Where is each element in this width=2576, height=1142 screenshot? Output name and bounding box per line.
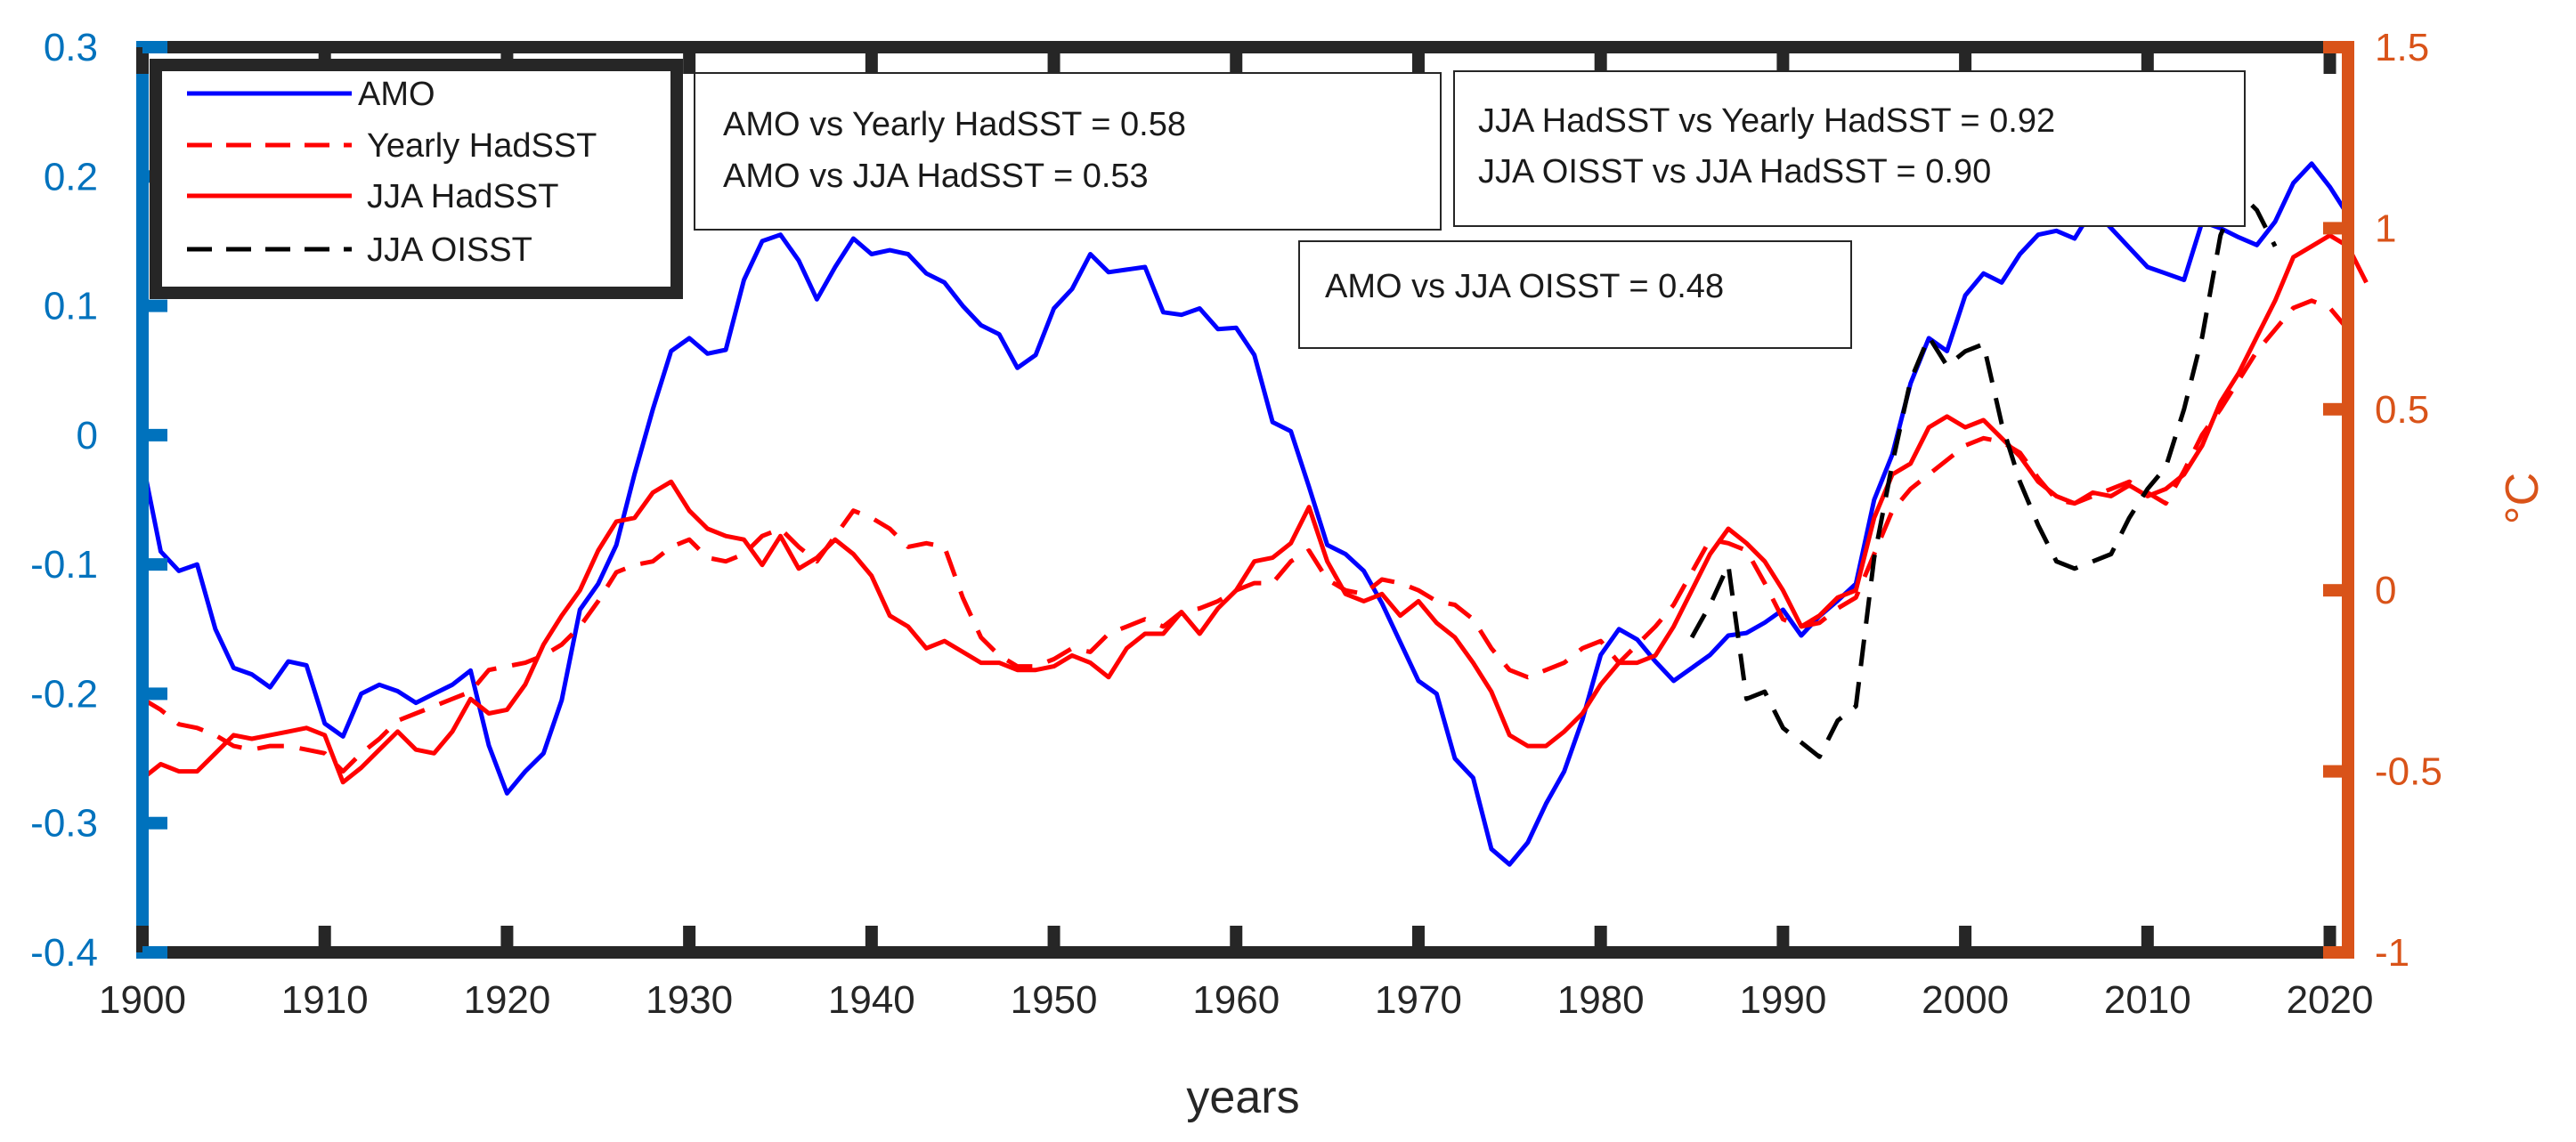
x-tick-label: 1960 (1192, 978, 1280, 1022)
x-tick-mark-top (2141, 47, 2154, 74)
right-y-tick-label: 1.5 (2375, 26, 2429, 69)
x-tick-mark (1776, 926, 1790, 952)
left-y-tick-mark (142, 41, 167, 53)
right-y-tick-mark (2323, 402, 2348, 416)
left-y-tick-label: -0.1 (30, 543, 98, 587)
right-y-tick-mark (2323, 222, 2348, 235)
annotation-amo-vs-jja-oisst: AMO vs JJA OISST = 0.48 (1325, 268, 1724, 305)
x-tick-mark-top (683, 47, 696, 74)
x-tick-mark (136, 926, 149, 952)
left-y-tick-mark (142, 558, 167, 571)
x-tick-label: 2020 (2287, 978, 2374, 1022)
annotations: AMO vs Yearly HadSST = 0.58 AMO vs JJA H… (694, 70, 2246, 349)
annotation-box-amo-had (694, 72, 1442, 231)
left-y-tick-mark (142, 299, 167, 312)
x-tick-mark-top (1959, 47, 1972, 74)
left-y-tick-mark (142, 428, 167, 441)
x-tick-label: 1940 (828, 978, 915, 1022)
x-tick-label: 2010 (2104, 978, 2191, 1022)
top-axis-bar (142, 41, 2348, 53)
right-axis-title: °C (2497, 473, 2548, 524)
left-y-tick-mark (142, 946, 167, 959)
annotation-box-amo-oi (1298, 240, 1852, 349)
right-y-tick-label: -0.5 (2375, 750, 2442, 794)
left-y-tick-mark (142, 816, 167, 830)
legend-label-jja-hadsst: JJA HadSST (367, 178, 558, 215)
x-tick-mark (1047, 926, 1060, 952)
x-tick-label: 1980 (1557, 978, 1645, 1022)
left-y-tick-label: 0.3 (44, 26, 98, 69)
bottom-axis-bar (142, 946, 2348, 959)
x-tick-mark-top (1594, 47, 1607, 74)
annotation-jja-oisst-vs-jja-hadsst: JJA OISST vs JJA HadSST = 0.90 (1478, 153, 1991, 190)
x-tick-mark (2323, 926, 2336, 952)
x-tick-mark-top (1047, 47, 1060, 74)
left-axis-bar (136, 41, 149, 959)
annotation-amo-vs-jja-hadsst: AMO vs JJA HadSST = 0.53 (723, 158, 1149, 195)
x-tick-mark-top (1411, 47, 1425, 74)
right-y-tick-label: -1 (2375, 931, 2409, 975)
x-tick-mark (1411, 926, 1425, 952)
x-tick-label: 1950 (1011, 978, 1098, 1022)
x-tick-label: 1920 (463, 978, 550, 1022)
right-y-tick-mark (2323, 946, 2348, 959)
legend-box (150, 59, 683, 299)
right-y-tick-mark (2323, 584, 2348, 597)
right-y-tick-mark (2323, 765, 2348, 778)
left-y-tick-label: 0.2 (44, 155, 98, 198)
left-y-tick-label: -0.4 (30, 931, 98, 975)
series-line-amo (140, 161, 2351, 867)
x-tick-mark-top (136, 47, 149, 74)
right-axis-bar (2342, 41, 2354, 959)
x-tick-mark-top (865, 47, 878, 74)
x-tick-mark (318, 926, 331, 952)
series-layer (140, 161, 2369, 867)
right-y-tick-label: 1 (2375, 207, 2396, 250)
left-y-tick-label: -0.2 (30, 672, 98, 716)
legend-label-amo: AMO (358, 76, 435, 113)
x-tick-mark (1230, 926, 1243, 952)
right-y-tick-mark (2323, 41, 2348, 53)
series-line-jja-hadsst (141, 233, 2369, 785)
x-tick-mark-top (2323, 47, 2336, 74)
x-tick-mark (2141, 926, 2154, 952)
right-y-tick-label: 0 (2375, 569, 2396, 612)
x-tick-mark (1594, 926, 1607, 952)
x-tick-mark (1959, 926, 1972, 952)
legend: AMO Yearly HadSST JJA HadSST JJA OISST (150, 59, 683, 299)
series-line-yearly-hadsst (141, 298, 2350, 774)
left-y-tick-label: 0.1 (44, 285, 98, 328)
left-y-tick-label: -0.3 (30, 802, 98, 846)
annotation-jja-hadsst-vs-yearly-hadsst: JJA HadSST vs Yearly HadSST = 0.92 (1478, 102, 2055, 140)
tick-layer: 1900 1910 1920 1930 1940 1950 1960 1970 1980 1990… (30, 26, 2442, 1022)
x-tick-label: 1910 (281, 978, 369, 1022)
legend-label-yearly-hadsst: Yearly HadSST (367, 127, 597, 165)
left-y-tick-label: 0 (77, 414, 98, 458)
x-tick-mark (683, 926, 696, 952)
annotation-amo-vs-yearly-hadsst: AMO vs Yearly HadSST = 0.58 (723, 106, 1186, 143)
x-tick-label: 2000 (1922, 978, 2009, 1022)
x-tick-mark (500, 926, 514, 952)
annotation-box-had-oi (1453, 70, 2246, 227)
x-tick-mark-top (1776, 47, 1790, 74)
x-tick-label: 1930 (646, 978, 733, 1022)
x-axis-title: years (1186, 1072, 1299, 1123)
x-tick-mark-top (1230, 47, 1243, 74)
x-tick-mark (865, 926, 878, 952)
x-tick-label: 1970 (1375, 978, 1462, 1022)
x-tick-label: 1990 (1739, 978, 1826, 1022)
legend-label-jja-oisst: JJA OISST (367, 231, 532, 269)
right-y-tick-label: 0.5 (2375, 388, 2429, 432)
x-tick-label: 1900 (99, 978, 186, 1022)
left-y-tick-mark (142, 687, 167, 701)
